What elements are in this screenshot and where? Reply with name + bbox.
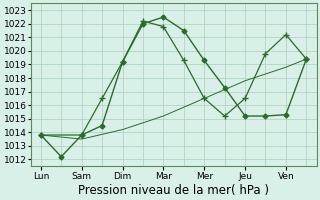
X-axis label: Pression niveau de la mer( hPa ): Pression niveau de la mer( hPa ) [78, 184, 269, 197]
